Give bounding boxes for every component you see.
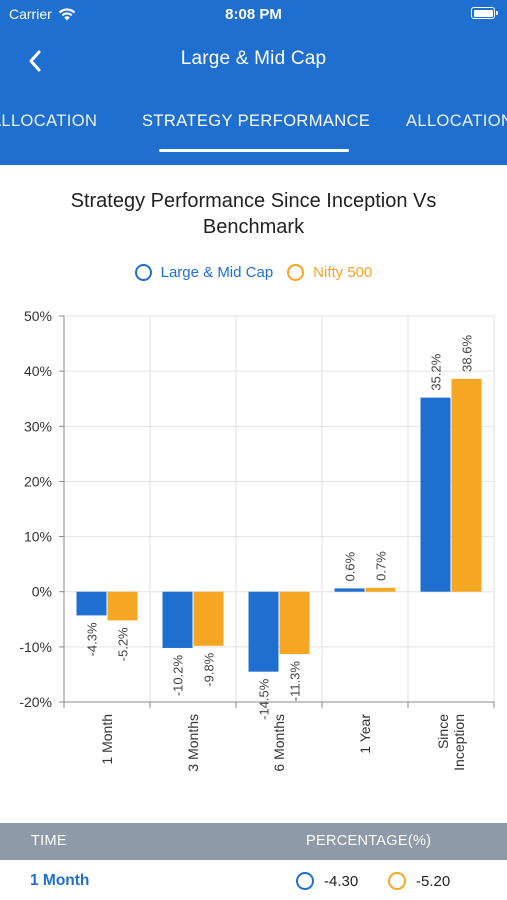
bar-value-label: -11.3% <box>288 661 303 702</box>
back-button[interactable] <box>18 44 52 78</box>
row-value-series-1: -4.30 <box>296 872 358 890</box>
bar-value-label: 35.2% <box>429 353 444 390</box>
legend-item-series-1[interactable]: Large & Mid Cap <box>134 264 274 281</box>
bar-value-label: 0.7% <box>374 551 389 581</box>
bar-series-2 <box>279 591 310 655</box>
y-tick-label: -10% <box>19 639 52 655</box>
x-tick-label-line: 6 Months <box>271 714 287 772</box>
row-value-2: -5.20 <box>416 872 451 890</box>
chart-legend: Large & Mid Cap Nifty 500 <box>0 264 507 281</box>
bar-value-label: 0.6% <box>343 551 358 581</box>
nav-bar: Large & Mid Cap <box>0 36 507 84</box>
bar-value-label: -4.3% <box>85 622 100 656</box>
bar-value-label: -10.2% <box>171 655 186 697</box>
bar-series-2 <box>193 591 224 646</box>
x-tick-label-line: 3 Months <box>185 714 201 772</box>
y-tick-label: -20% <box>19 694 52 710</box>
row-value-1: -4.30 <box>324 872 359 890</box>
bar-value-label: -14.5% <box>257 678 272 720</box>
x-tick-label: Since Inception <box>435 714 467 771</box>
circle-icon <box>134 264 152 281</box>
tab-allocation-left[interactable]: ALLOCATION <box>0 112 98 130</box>
bar-series-1 <box>162 591 193 648</box>
bar-series-1 <box>334 588 365 592</box>
bar-series-1 <box>76 591 107 616</box>
circle-icon <box>388 872 406 890</box>
chevron-left-icon <box>29 50 41 72</box>
tab-strategy-performance[interactable]: STRATEGY PERFORMANCE <box>142 112 371 130</box>
status-bar: Carrier 8:08 PM <box>0 0 507 30</box>
legend-item-series-2[interactable]: Nifty 500 <box>287 264 372 281</box>
bar-value-label: 38.6% <box>460 335 475 372</box>
chart-title: Strategy Performance Since Inception Vs … <box>70 190 437 238</box>
app-header: Carrier 8:08 PM Large & Mid Cap ALLOCATI… <box>0 0 507 165</box>
y-tick-label: 40% <box>24 363 52 379</box>
tab-bar: ALLOCATION STRATEGY PERFORMANCE ALLOCATI… <box>0 100 507 160</box>
page-title: Large & Mid Cap <box>180 48 327 69</box>
row-value-series-2: -5.20 <box>388 872 450 890</box>
x-tick-label: 1 Year <box>357 714 373 754</box>
x-tick-label-line: 1 Year <box>357 714 373 754</box>
status-time: 8:08 PM <box>225 6 282 23</box>
performance-bar-chart: 50% 40% 30% 20% 10% 0% -10% -20% -4.3% -10.2% -14.… <box>19 308 495 772</box>
y-tick-label: 20% <box>24 473 52 489</box>
y-tick-label: 30% <box>24 418 52 434</box>
circle-icon <box>296 872 314 890</box>
bar-series-2 <box>451 378 482 592</box>
bar-value-label: -9.8% <box>202 652 217 686</box>
x-tick-label: 3 Months <box>185 714 201 772</box>
x-tick-label-line: Since <box>435 714 451 749</box>
y-tick-label: 50% <box>24 308 52 324</box>
circle-icon <box>287 264 305 281</box>
table-header: TIME PERCENTAGE(%) <box>0 823 507 860</box>
legend-label-series-1: Large & Mid Cap <box>160 264 274 281</box>
legend-label-series-2: Nifty 500 <box>313 264 373 281</box>
y-tick-label: 10% <box>24 529 52 545</box>
active-tab-indicator <box>159 149 349 152</box>
wifi-icon <box>58 8 75 21</box>
bar-series-1 <box>420 397 451 592</box>
x-tick-label: 1 Month <box>99 714 115 765</box>
bar-value-label: -5.2% <box>116 627 131 661</box>
carrier-info: Carrier <box>9 6 77 22</box>
y-tick-label: 0% <box>32 584 52 600</box>
bar-series-2 <box>107 591 138 621</box>
column-header-time: TIME <box>31 833 67 849</box>
column-header-percentage: PERCENTAGE(%) <box>306 833 432 849</box>
tab-allocation-right[interactable]: ALLOCATION <box>406 112 507 130</box>
table-row[interactable]: 1 Month -4.30 -5.20 <box>0 860 507 900</box>
row-label[interactable]: 1 Month <box>30 872 90 889</box>
battery-icon <box>471 7 498 19</box>
x-tick-label-line: 1 Month <box>99 714 115 765</box>
bar-series-2 <box>365 587 396 592</box>
x-tick-label-line: Inception <box>451 714 467 771</box>
x-tick-label: 6 Months <box>271 714 287 772</box>
bar-series-1 <box>248 591 279 672</box>
carrier-label: Carrier <box>9 6 52 22</box>
